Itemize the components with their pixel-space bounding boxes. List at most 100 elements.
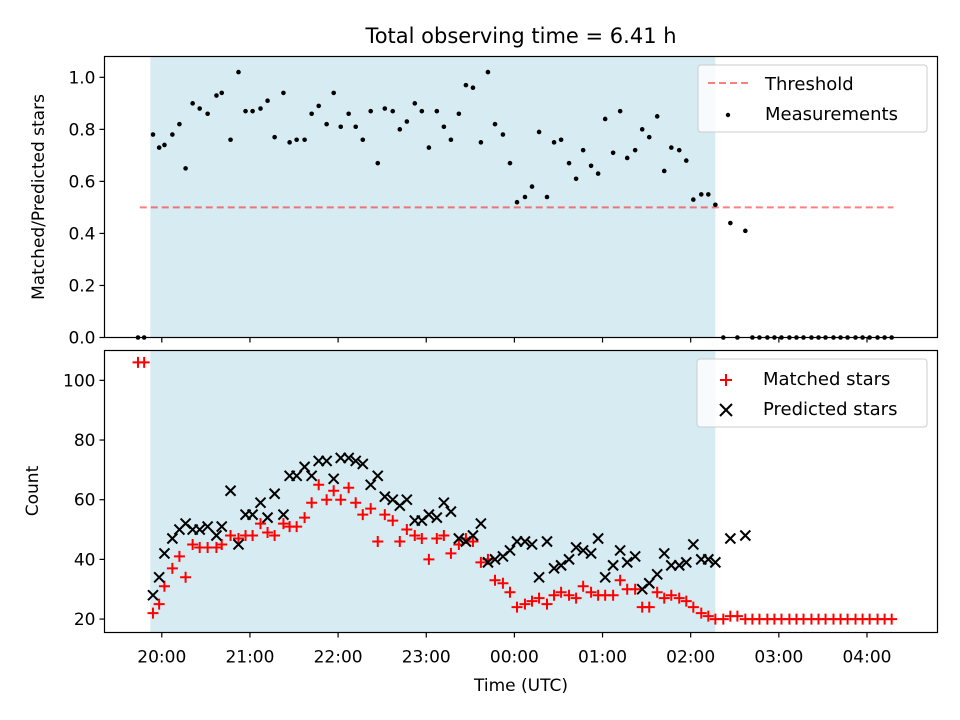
measurements-point [205,111,210,117]
matched-stars-point [489,574,501,586]
predicted-stars-point [232,538,245,551]
y-tick-label: 0.2 [68,276,95,296]
measurements-point [676,147,682,153]
ratio-panel: 0.0 0.2 0.4 0.6 0.8 1.0 Matched/Predicted sta… [29,55,939,349]
matched-stars-point [313,479,325,491]
measurements-point [713,202,718,208]
count-panel: 20 40 60 80 100 20:00 21:00 22:00 23:00 00:00 01:… [23,349,939,696]
measurements-point [434,108,440,114]
x-tick-label: 04:00 [842,648,891,668]
predicted-stars-point [599,571,611,584]
measurements-point [617,108,623,114]
measurements-point [529,184,535,189]
measurements-point [463,82,469,88]
measurements-point [360,137,366,143]
predicted-stars-point [166,532,179,545]
predicted-stars-point [607,559,619,572]
measurements-point [698,192,704,197]
measurements-point [448,137,454,143]
predicted-stars-point [210,529,223,542]
predicted-stars-point [489,553,501,566]
predicted-stars-point [548,562,560,575]
measurements-point [478,140,484,145]
predicted-stars-legend-swatch [719,403,733,417]
matched-stars-point [255,518,267,530]
measurements-point [544,194,550,200]
matched-stars-point [651,586,663,598]
predicted-stars-point [268,488,281,500]
matched-stars-point [731,610,743,622]
matched-stars-point [262,527,274,539]
measurements-point [654,114,660,119]
y-tick-label: 0.0 [68,329,95,349]
matched-stars-point [187,538,199,550]
y-tick-label: 60 [74,491,96,511]
predicted-stars-point [357,458,369,470]
measurements-point [316,103,322,109]
matched-stars-legend-label: Matched stars [763,369,890,390]
matched-stars-point [291,521,303,533]
predicted-stars-point [290,470,303,482]
predicted-stars-point [364,479,377,491]
matched-stars-point [328,485,340,497]
measurements-point [150,132,156,137]
matched-stars-point [321,494,333,506]
predicted-stars-point [504,544,516,557]
matched-stars-point [166,562,178,574]
matched-stars-point [607,589,619,601]
matched-stars-point [180,571,192,583]
measurements-legend-swatch [725,112,731,118]
measurements-point [624,155,630,161]
measurements-point [426,145,432,150]
matched-stars-point [372,535,384,547]
measurements-point [661,168,667,174]
matched-stars-point [387,515,399,527]
measurements-point [522,194,528,200]
measurements-point [610,150,616,156]
measurements-point [470,85,476,91]
predicted-stars-point [563,553,575,566]
predicted-stars-point [320,455,333,467]
legend: Matched stars Predicted stars [696,358,928,428]
measurements-point [668,145,674,150]
x-axis-label: Time (UTC) [473,676,568,696]
plot-frame [103,55,939,339]
y-axis-label: Count [23,465,43,516]
measurements-point [646,134,652,140]
observing-window-shade [150,350,716,633]
chart-title: Total observing time = 6.41 h [364,24,676,48]
predicted-stars-point [702,553,715,566]
predicted-stars-point [673,559,685,572]
measurements-point [353,124,359,130]
threshold-legend-label: Threshold [764,74,854,95]
x-tick-label: 22:00 [314,648,363,668]
predicted-stars-point [423,508,435,521]
measurements-point [197,106,202,111]
predicted-stars-point [342,452,355,464]
measurements-point [243,108,248,114]
matched-stars-point [695,607,707,619]
predicted-stars-point [158,547,171,560]
matched-stars-point [357,509,369,521]
measurements-point [551,140,557,145]
predicted-stars-point [482,556,494,569]
predicted-stars-point [372,470,384,482]
y-tick-label: 100 [63,371,95,391]
plot-frame [103,349,939,634]
x-tick-label: 03:00 [754,648,803,668]
predicted-stars-point [577,544,589,557]
matched-stars-point [365,503,377,515]
matched-stars-point [431,533,443,544]
measurements-point [485,69,491,75]
predicted-stars-point [629,550,641,563]
matched-stars-point [467,535,479,547]
matched-stars-point [379,509,391,521]
x-tick-label: 00:00 [490,648,539,668]
matched-stars-point [643,601,655,613]
y-tick-label: 0.8 [68,120,95,140]
measurements-point [346,111,351,117]
legend-box [697,64,928,133]
measurements-point [588,163,594,169]
y-tick-label: 40 [74,550,96,570]
measurements-legend-label: Measurements [765,104,898,125]
